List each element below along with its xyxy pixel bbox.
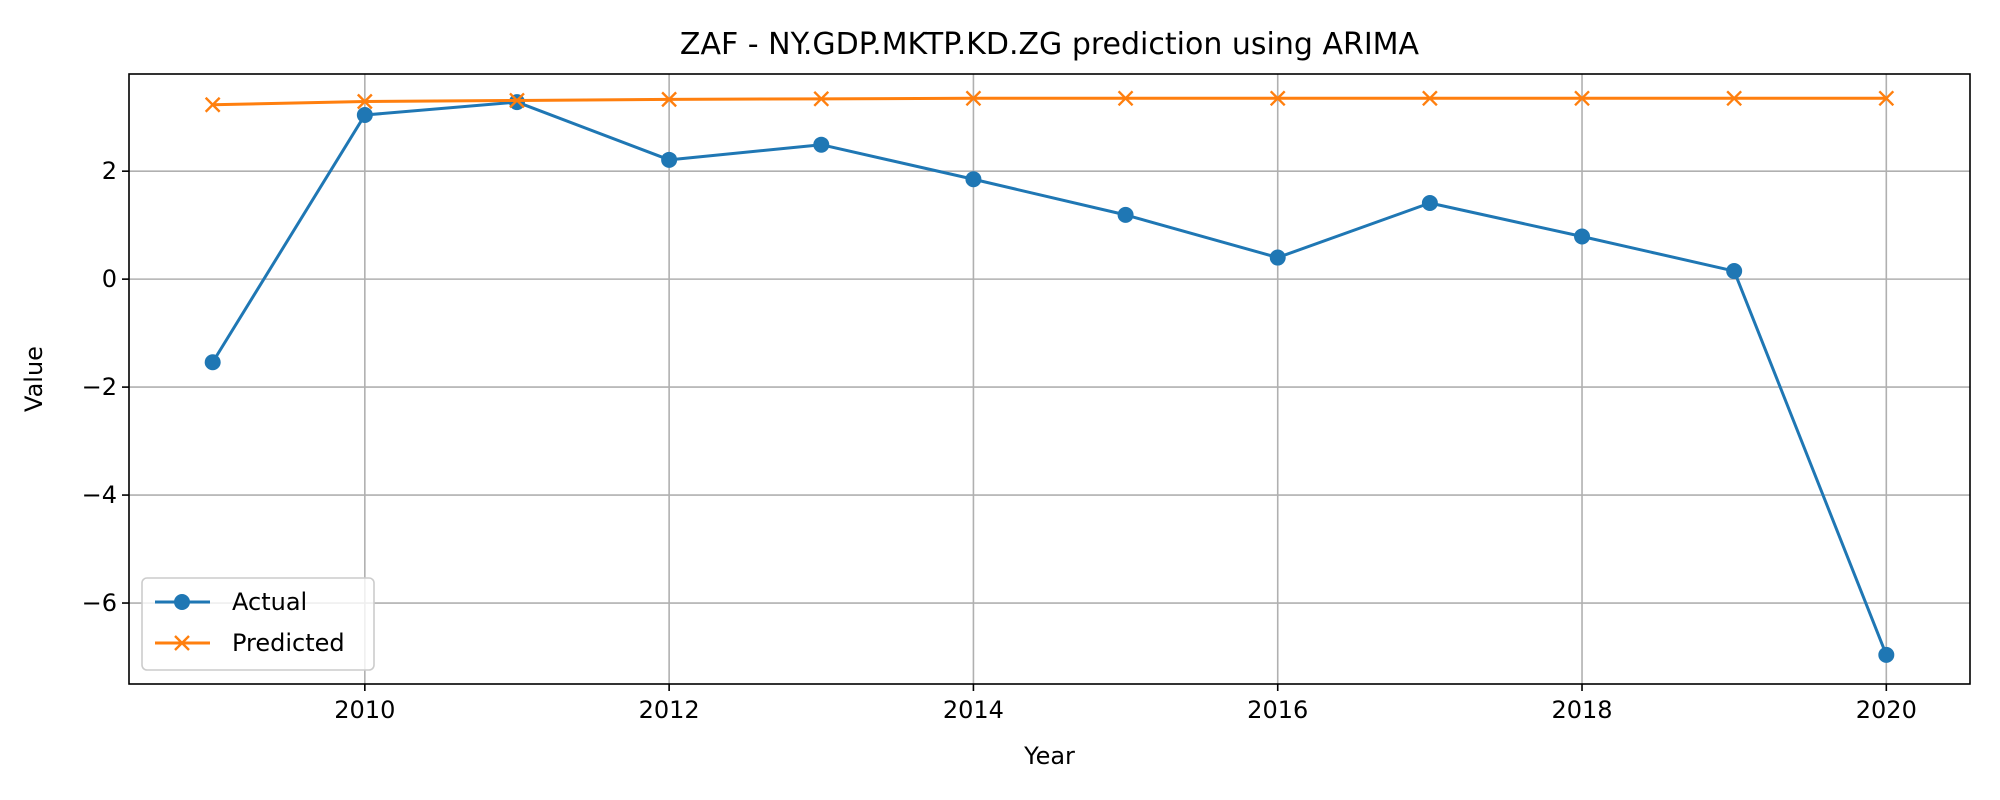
data-point-predicted [965, 90, 982, 107]
x-tick-label: 2010 [334, 696, 395, 724]
x-tick-label: 2018 [1551, 696, 1612, 724]
data-point-predicted [1878, 90, 1895, 107]
data-point-actual [1117, 206, 1134, 223]
series-actual [204, 94, 1895, 663]
data-point-predicted [356, 93, 373, 110]
data-point-actual [204, 354, 221, 371]
x-tick-label: 2012 [639, 696, 700, 724]
x-tick-label: 2016 [1247, 696, 1308, 724]
data-point-actual [1878, 646, 1895, 663]
y-tick-label: 0 [102, 265, 117, 293]
y-tick-label: −4 [82, 481, 117, 509]
legend-marker [174, 594, 190, 610]
data-point-predicted [509, 92, 525, 109]
data-point-actual [356, 107, 373, 124]
data-point-predicted [661, 91, 677, 108]
series-predicted [204, 90, 1895, 113]
data-point-predicted [813, 90, 830, 107]
legend-item-predicted: Predicted [155, 629, 345, 657]
data-point-predicted [1117, 90, 1134, 107]
axes: 2010 2012 2014 2016 2018 2020 −6 −4 −2 0 2 [82, 73, 1971, 724]
data-point-predicted [204, 96, 221, 113]
data-point-actual [1574, 228, 1591, 245]
y-axis-label: Value [20, 346, 48, 412]
x-axis-label: Year [1023, 742, 1075, 770]
data-point-predicted [1269, 90, 1286, 107]
data-point-actual [965, 171, 982, 188]
data-point-actual [661, 151, 678, 168]
data-point-actual [1421, 195, 1438, 212]
series [204, 90, 1895, 663]
legend-marker [174, 635, 190, 651]
data-point-predicted [1726, 90, 1743, 107]
chart-title: ZAF - NY.GDP.MKTP.KD.ZG prediction using… [680, 27, 1420, 62]
data-point-predicted [1574, 90, 1590, 107]
x-tick-label: 2014 [943, 696, 1004, 724]
y-tick-label: −2 [82, 373, 117, 401]
series-line-actual [211, 100, 1888, 656]
y-tick-label: −6 [82, 589, 117, 617]
data-point-predicted [1422, 90, 1438, 107]
grid [129, 74, 1970, 684]
legend-item-actual: Actual [155, 588, 307, 616]
plot-frame [128, 73, 1971, 685]
data-point-actual [813, 136, 830, 153]
legend-label: Actual [232, 588, 307, 616]
legend-label: Predicted [232, 629, 345, 657]
x-tick-label: 2020 [1856, 696, 1917, 724]
y-tick-label: 2 [102, 157, 117, 185]
data-point-actual [1269, 249, 1286, 266]
legend: Actual Predicted [141, 577, 375, 671]
data-point-actual [1726, 263, 1743, 280]
series-line-predicted [212, 96, 1887, 107]
